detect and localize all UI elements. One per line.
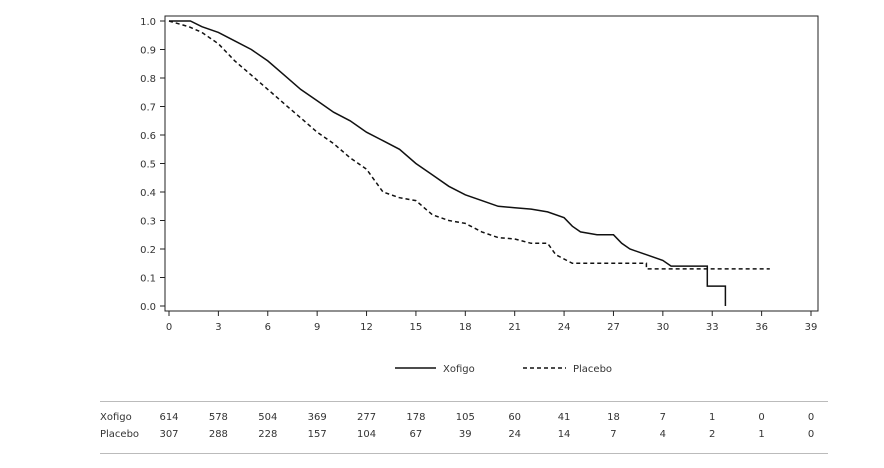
x-tick-label: 9	[314, 322, 320, 333]
risk-cell: 228	[258, 429, 278, 440]
risk-cell: 39	[458, 429, 472, 440]
risk-cell: 105	[455, 412, 475, 423]
survival-chart: 0 3 6 9 12 15 18 21 24 27 30 33 36 39 0.00.10.20.30.4…	[140, 15, 819, 375]
risk-cell: 0	[807, 429, 815, 440]
risk-cell: 288	[208, 429, 228, 440]
y-axis: 0.0 0.1 0.2 0.3 0.4 0.5 0.6 0.7 0.8 0.9 1.0	[140, 17, 165, 313]
x-tick-label: 27	[607, 322, 620, 333]
risk-cell: 369	[307, 412, 327, 423]
x-tick-label: 15	[410, 322, 423, 333]
risk-cell: 14	[557, 429, 571, 440]
risk-cell: 0	[807, 412, 815, 423]
risk-cell: 2	[709, 429, 716, 440]
legend-label-xofigo: Xofigo	[443, 364, 475, 375]
risk-cell: 614	[159, 412, 179, 423]
risk-cell: 7	[610, 429, 617, 440]
y-tick-label: 0.8	[140, 74, 156, 85]
legend-label-placebo: Placebo	[573, 364, 612, 375]
series-line-xofigo	[169, 20, 727, 306]
y-tick-label: 0.3	[140, 217, 156, 228]
x-tick-label: 21	[508, 322, 521, 333]
risk-row-label: Placebo	[100, 429, 140, 440]
x-tick-label: 24	[558, 322, 571, 333]
x-tick-label: 12	[360, 322, 373, 333]
risk-cell: 157	[307, 429, 327, 440]
plot-frame	[164, 15, 819, 312]
x-tick-label: 33	[706, 322, 719, 333]
y-tick-label: 0.9	[140, 46, 156, 57]
x-axis: 0 3 6 9 12 15 18 21 24 27 30 33 36 39	[166, 311, 818, 333]
risk-cell: 578	[208, 412, 228, 423]
y-tick-label: 0.1	[140, 274, 156, 285]
risk-cell: 60	[508, 412, 522, 423]
y-tick-label: 0.7	[140, 103, 156, 114]
risk-cell: 178	[406, 412, 426, 423]
risk-row-label: Xofigo	[100, 412, 132, 423]
series-line-placebo	[168, 20, 770, 270]
number-at-risk-table: Xofigo 614 578 504 369 277 178 105 60 41 18 7 1 0 0 Pla…	[100, 401, 828, 454]
risk-cell: 41	[557, 412, 571, 423]
x-tick-label: 0	[166, 322, 172, 333]
risk-cell: 24	[508, 429, 522, 440]
risk-cell: 1	[709, 412, 716, 423]
risk-cell: 277	[356, 412, 377, 423]
risk-cell: 7	[659, 412, 667, 423]
y-tick-label: 0.0	[140, 302, 156, 313]
risk-cell: 307	[159, 429, 179, 440]
risk-cell: 67	[409, 429, 423, 440]
x-tick-label: 36	[755, 322, 768, 333]
risk-cell: 18	[607, 412, 620, 423]
y-tick-label: 0.6	[140, 131, 156, 142]
risk-row-xofigo: Xofigo 614 578 504 369 277 178 105 60 41 18 7 1 0 0	[100, 412, 828, 426]
y-tick-label: 0.5	[140, 160, 156, 171]
risk-cell: 0	[758, 412, 765, 423]
x-tick-label: 30	[656, 322, 669, 333]
x-tick-label: 3	[215, 322, 221, 333]
risk-cell: 4	[659, 429, 667, 440]
legend: Xofigo Placebo	[395, 364, 612, 375]
x-tick-label: 18	[459, 322, 472, 333]
risk-cell: 104	[356, 429, 377, 440]
y-tick-label: 0.4	[140, 188, 156, 199]
risk-cell: 1	[758, 429, 765, 440]
risk-row-placebo: Placebo 307 288 228 157 104 67 39 24 14 7 4 2 1 0	[100, 429, 828, 443]
x-tick-label: 6	[265, 322, 271, 333]
x-tick-label: 39	[805, 322, 818, 333]
y-tick-label: 1.0	[140, 17, 156, 28]
y-tick-label: 0.2	[140, 245, 156, 256]
series-layer	[168, 20, 770, 306]
risk-cell: 504	[258, 412, 278, 423]
